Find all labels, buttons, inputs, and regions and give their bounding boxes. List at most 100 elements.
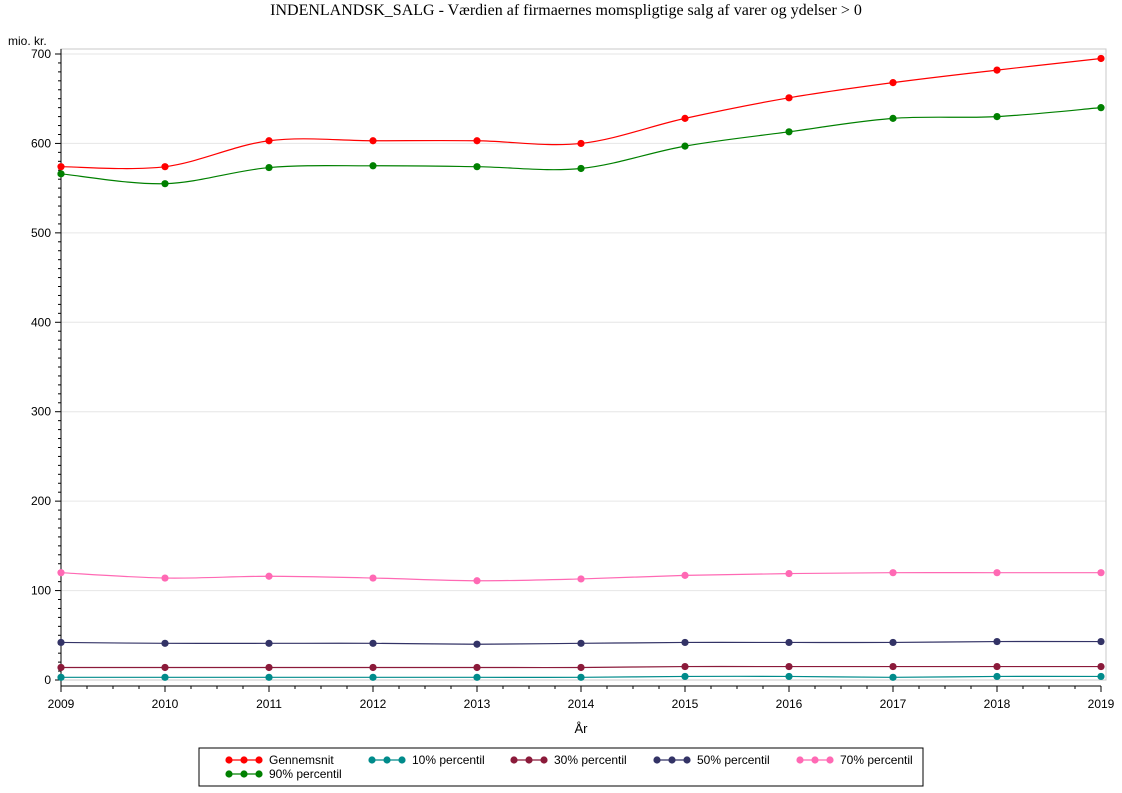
data-point (265, 663, 273, 672)
data-point (993, 662, 1001, 671)
legend-swatch-marker (668, 756, 676, 764)
data-point (161, 663, 169, 672)
y-axis-label: mio. kr. (8, 34, 47, 48)
legend-label: Gennemsnit (269, 753, 334, 767)
x-tick-label: 2010 (152, 697, 179, 711)
x-axis-label: År (575, 721, 589, 736)
series-30-percentil (57, 662, 1105, 672)
data-point (785, 638, 793, 647)
legend-label: 70% percentil (840, 753, 913, 767)
data-point (993, 66, 1001, 74)
data-point (785, 94, 793, 102)
chart-title: INDENLANDSK_SALG - Værdien af firmaernes… (270, 2, 862, 19)
data-point (57, 170, 65, 178)
y-tick-label: 0 (44, 673, 51, 687)
y-tick-label: 200 (31, 494, 51, 508)
series-90-percentil (57, 104, 1105, 188)
data-point (889, 79, 897, 87)
legend-swatch-marker (225, 756, 233, 764)
legend-swatch-marker (826, 756, 834, 764)
data-point (57, 638, 65, 647)
legend-swatch-marker (796, 756, 804, 764)
legend-swatch-marker (683, 756, 691, 764)
y-tick-label: 500 (31, 226, 51, 240)
data-point (161, 163, 169, 171)
y-axis-ticks: 0 100 200 300 400 500 600 700 (31, 47, 61, 687)
data-point (889, 662, 897, 671)
data-point (681, 662, 689, 671)
x-tick-label: 2009 (48, 697, 75, 711)
data-point (265, 639, 273, 647)
data-point (369, 137, 377, 145)
series-lines (57, 54, 1105, 681)
data-point (57, 663, 65, 672)
data-point (265, 163, 273, 172)
x-tick-label: 2012 (360, 697, 387, 711)
data-point (577, 639, 585, 647)
legend-swatch-marker (255, 756, 263, 764)
data-point (369, 663, 377, 672)
data-point (993, 637, 1001, 646)
data-point (369, 639, 377, 647)
data-point (993, 569, 1001, 577)
data-point (369, 162, 377, 170)
series-line (60, 57, 1102, 170)
legend-swatch-marker (225, 770, 233, 778)
data-point (1097, 637, 1105, 646)
data-point (1097, 104, 1105, 112)
legend-swatch-marker (240, 770, 248, 778)
data-point (1097, 54, 1105, 63)
data-point (473, 163, 481, 171)
legend-swatch-marker (398, 756, 406, 764)
data-point (161, 574, 169, 582)
data-point (993, 672, 1001, 681)
data-point (369, 673, 377, 681)
data-point (473, 577, 481, 585)
data-point (889, 569, 897, 577)
data-point (473, 137, 481, 145)
data-point (785, 128, 793, 136)
x-axis-ticks: 2009 2010 2011 2012 2013 2014 2015 2016 2017 2018… (48, 686, 1115, 711)
data-point (265, 137, 273, 145)
x-tick-label: 2013 (464, 697, 491, 711)
data-point (577, 663, 585, 672)
data-point (681, 142, 689, 150)
data-point (889, 638, 897, 647)
data-point (57, 569, 65, 577)
data-point (681, 114, 689, 122)
data-point (57, 673, 65, 681)
legend-item: 50% percentil (653, 753, 770, 767)
legend-label: 90% percentil (269, 767, 342, 781)
x-tick-label: 2011 (256, 697, 282, 711)
data-point (577, 575, 585, 583)
data-point (785, 662, 793, 671)
data-point (785, 569, 793, 578)
legend-swatch-marker (653, 756, 661, 764)
data-point (265, 673, 273, 681)
data-point (161, 673, 169, 681)
legend-frame (198, 747, 924, 787)
x-tick-label: 2016 (776, 697, 803, 711)
data-point (681, 571, 689, 579)
legend-label: 50% percentil (697, 753, 770, 767)
x-tick-label: 2019 (1088, 697, 1115, 711)
data-point (681, 672, 689, 681)
y-tick-label: 400 (31, 315, 51, 329)
series-gennemsnit (57, 54, 1105, 171)
legend-label: 10% percentil (412, 753, 485, 767)
x-tick-label: 2018 (984, 697, 1011, 711)
x-tick-label: 2015 (672, 697, 699, 711)
legend-item: Gennemsnit (225, 753, 334, 767)
y-tick-label: 100 (31, 584, 51, 598)
legend-swatch-marker (811, 756, 819, 764)
data-point (57, 163, 65, 171)
legend-item: 70% percentil (796, 753, 913, 767)
series-70-percentil (57, 569, 1105, 585)
data-point (1097, 569, 1105, 577)
data-point (161, 639, 169, 647)
legend-label: 30% percentil (554, 753, 627, 767)
legend: Gennemsnit 10% percentil 30% percentil 50% … (198, 747, 924, 787)
data-point (265, 572, 273, 580)
series-10-percentil (57, 672, 1105, 681)
